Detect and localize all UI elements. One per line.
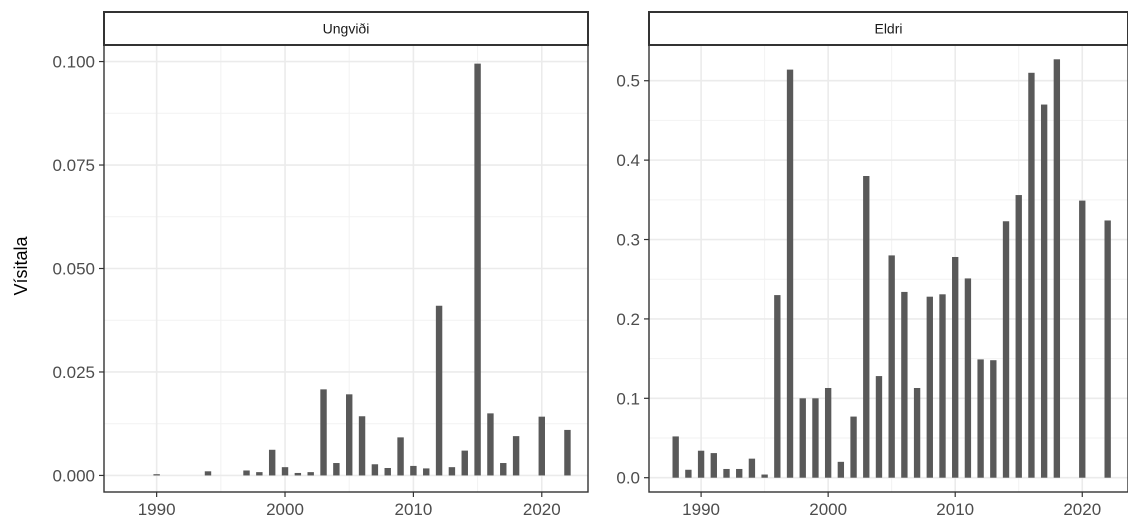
y-tick-label: 0.3 xyxy=(616,231,640,250)
bar xyxy=(812,398,819,478)
y-tick-label: 0.0 xyxy=(616,469,640,488)
bar xyxy=(875,376,883,478)
x-tick-label: 2000 xyxy=(809,500,847,519)
bar xyxy=(1028,72,1035,478)
bar xyxy=(538,416,545,476)
bar xyxy=(1040,104,1048,478)
y-tick-label: 0.5 xyxy=(616,72,640,91)
bar xyxy=(423,468,430,476)
y-tick-label: 0.4 xyxy=(616,151,640,170)
x-tick-label: 2010 xyxy=(936,500,974,519)
panel-2: Eldri 0.0 0.1 0.2 0.3 0.4 0.5 1990 2000 2010 2020 xyxy=(616,11,1128,519)
bar xyxy=(358,416,366,476)
bar xyxy=(1015,195,1022,478)
y-tick-label: 0.000 xyxy=(52,466,95,485)
facet-strip-label: Eldri xyxy=(874,21,902,37)
facet-strip xyxy=(103,11,589,46)
x-tick-label: 2010 xyxy=(394,500,432,519)
bar xyxy=(1053,59,1061,478)
bar xyxy=(435,305,443,476)
bar xyxy=(281,467,289,476)
bar xyxy=(748,458,756,478)
panel-1: Ungviði 0.000 0.025 0.050 0.075 0.100 1990 2000… xyxy=(52,11,589,519)
bar xyxy=(888,255,895,478)
y-tick-label: 0.2 xyxy=(616,310,640,329)
bar xyxy=(685,469,692,478)
bar xyxy=(761,474,768,478)
bar xyxy=(384,467,391,476)
bar xyxy=(474,63,481,476)
bar xyxy=(824,387,832,478)
bar xyxy=(697,450,705,478)
bar xyxy=(710,453,717,478)
bar xyxy=(977,359,984,478)
bar xyxy=(850,416,857,478)
y-tick-label: 0.1 xyxy=(616,389,640,408)
y-axis-title: Vísitala xyxy=(11,235,31,295)
bar xyxy=(410,465,417,476)
bar xyxy=(1104,220,1111,478)
panels: Ungviði 0.000 0.025 0.050 0.075 0.100 1990 2000… xyxy=(52,11,1128,519)
bar xyxy=(307,472,314,476)
bar xyxy=(294,472,302,476)
bar xyxy=(461,450,468,476)
bar xyxy=(736,468,743,478)
x-tick-label: 2020 xyxy=(523,500,561,519)
bar xyxy=(939,294,946,478)
bar xyxy=(774,295,781,478)
bar xyxy=(256,472,263,476)
bar xyxy=(243,470,250,476)
bar xyxy=(926,296,933,478)
facet-strip-label: Ungviði xyxy=(323,21,370,37)
bar xyxy=(333,463,340,476)
bar xyxy=(268,449,276,476)
bar xyxy=(397,437,404,476)
y-tick-label: 0.075 xyxy=(52,156,95,175)
bar xyxy=(990,360,997,478)
y-tick-label: 0.050 xyxy=(52,260,95,279)
x-tick-label: 2000 xyxy=(266,500,304,519)
bar xyxy=(799,398,806,478)
x-tick-label: 1990 xyxy=(682,500,720,519)
bar xyxy=(153,474,160,476)
bar xyxy=(672,436,679,478)
bar xyxy=(346,394,353,476)
bar xyxy=(863,176,870,478)
bar xyxy=(952,256,959,478)
y-tick-label: 0.100 xyxy=(52,53,95,72)
bar xyxy=(1079,200,1086,478)
x-tick-label: 1990 xyxy=(138,500,176,519)
bar xyxy=(512,436,520,476)
facet-strip xyxy=(648,11,1128,46)
bar xyxy=(564,429,571,476)
bar xyxy=(723,468,730,478)
bar xyxy=(487,413,494,476)
bar xyxy=(371,464,379,476)
bar xyxy=(320,389,327,476)
bar xyxy=(913,387,921,478)
bar xyxy=(500,463,507,476)
bar xyxy=(964,278,972,478)
bar xyxy=(1002,221,1010,478)
y-tick-label: 0.025 xyxy=(52,363,95,382)
bar xyxy=(448,467,456,476)
bar xyxy=(901,291,908,478)
x-tick-label: 2020 xyxy=(1063,500,1101,519)
bar xyxy=(204,471,212,476)
bar xyxy=(837,461,845,478)
bar xyxy=(786,69,794,478)
